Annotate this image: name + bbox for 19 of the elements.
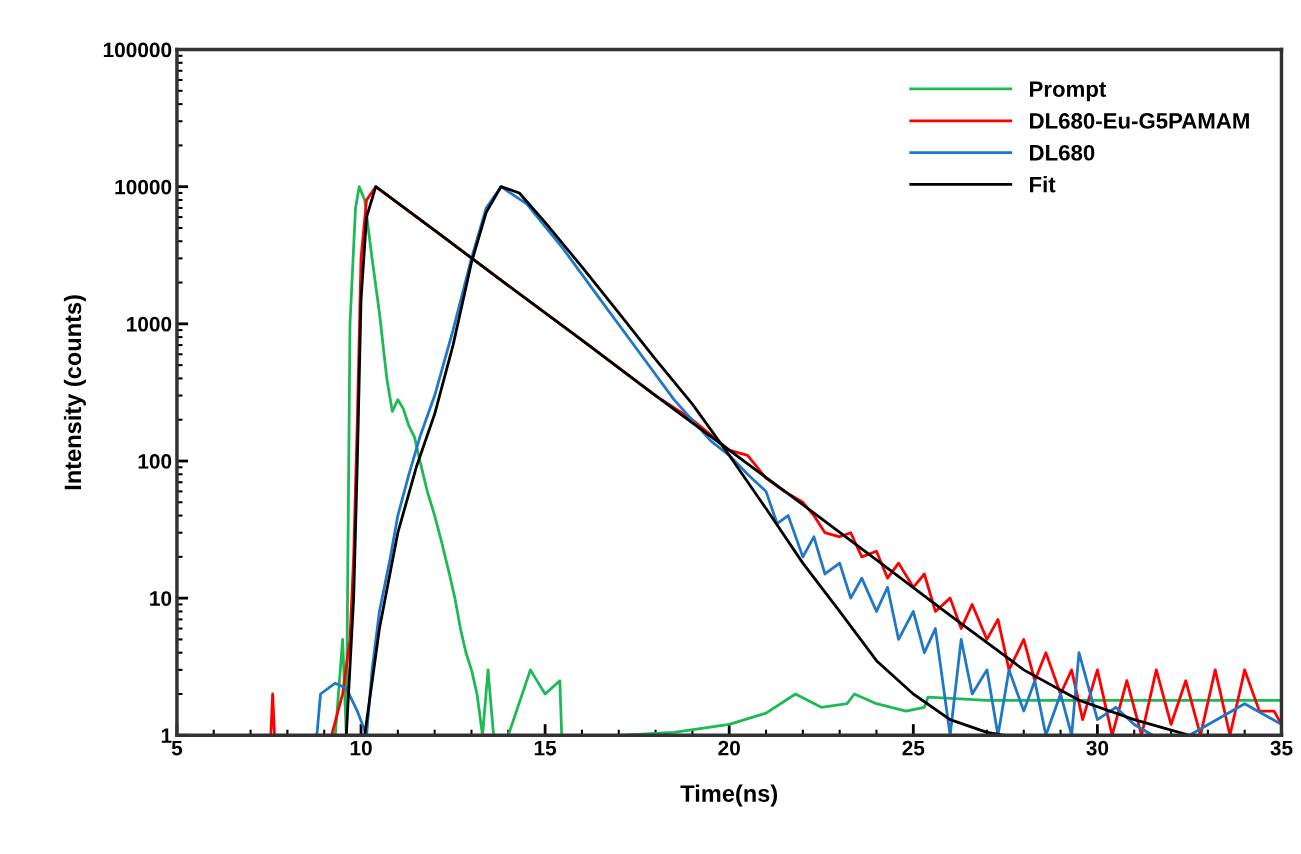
x-tick-label: 20 xyxy=(718,740,740,756)
legend-label: Prompt xyxy=(1030,81,1107,102)
x-tick-label: 30 xyxy=(1086,740,1109,756)
y-tick-label: 1000 xyxy=(127,316,172,332)
x-tick-label: 25 xyxy=(902,740,925,756)
x-axis-title: Time(ns) xyxy=(680,784,778,807)
y-tick-label: 100000 xyxy=(103,42,172,58)
x-tick-label: 5 xyxy=(171,740,183,756)
x-tick-label: 10 xyxy=(350,740,372,756)
y-tick-label: 1 xyxy=(161,728,172,743)
y-tick-label: 10 xyxy=(150,591,172,606)
legend-label: Fit xyxy=(1030,176,1056,193)
legend-label: DL680 xyxy=(1030,144,1095,161)
x-tick-label: 35 xyxy=(1270,740,1293,756)
y-tick-label: 100 xyxy=(138,453,172,469)
x-tick-label: 15 xyxy=(534,740,557,756)
legend-label: DL680-Eu-G5PAMAM xyxy=(1030,113,1249,129)
y-axis-title: Intensity (counts) xyxy=(63,295,86,490)
y-tick-label: 10000 xyxy=(115,179,172,195)
